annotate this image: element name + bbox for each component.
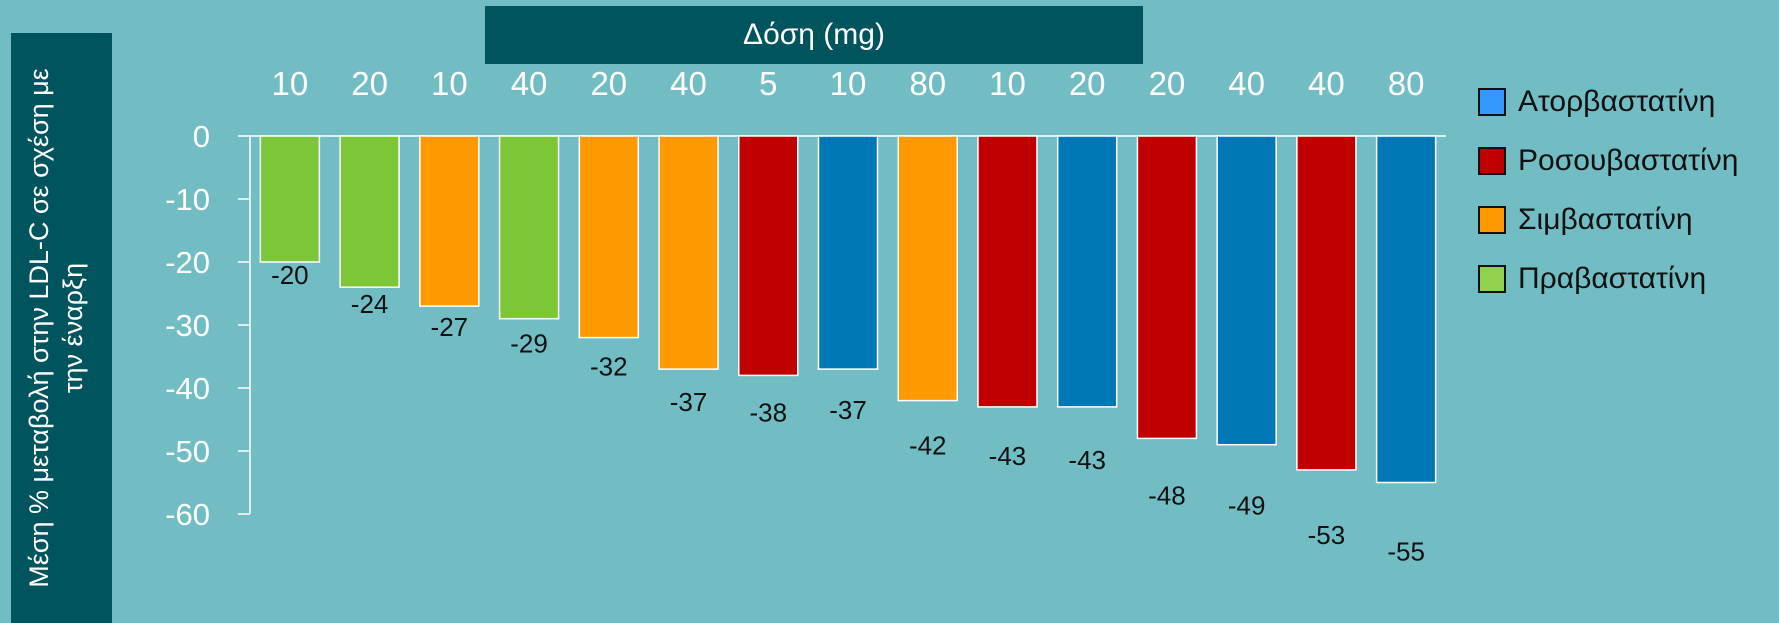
legend-swatch xyxy=(1478,205,1506,234)
bar xyxy=(578,135,640,339)
dose-header: Δόση (mg) xyxy=(485,6,1143,64)
bar xyxy=(1296,135,1357,471)
y-tick-label: -20 xyxy=(165,245,210,280)
data-label: -43 xyxy=(989,441,1027,471)
y-tick-label: -40 xyxy=(165,371,210,406)
legend-swatch xyxy=(1478,146,1506,175)
legend-label: Ατορβαστατίνη xyxy=(1518,84,1716,118)
data-label: -32 xyxy=(590,352,628,382)
x-tick-label: 40 xyxy=(511,65,548,102)
data-label: -49 xyxy=(1228,491,1266,521)
x-tick-label: 10 xyxy=(830,65,867,102)
x-tick-label: 5 xyxy=(759,65,777,102)
data-label: -27 xyxy=(431,312,469,342)
bar xyxy=(658,135,719,370)
y-tick-label: 0 xyxy=(193,119,210,154)
legend: Ατορβαστατίνη Ροσουβαστατίνη Σιμβαστατίνη Π… xyxy=(1478,72,1738,308)
bar xyxy=(339,135,400,288)
x-tick-label: 10 xyxy=(431,65,468,102)
bar xyxy=(1136,135,1198,440)
x-tick-label: 80 xyxy=(1388,65,1425,102)
y-tick-label: -60 xyxy=(165,497,210,532)
bar xyxy=(1216,135,1277,446)
data-label: -43 xyxy=(1068,445,1106,475)
data-label: -38 xyxy=(749,397,787,427)
data-label: -53 xyxy=(1308,520,1346,550)
bar xyxy=(1056,135,1118,408)
x-tick-label: 10 xyxy=(989,65,1026,102)
data-label: -37 xyxy=(670,387,708,417)
x-tick-label: 20 xyxy=(1069,65,1106,102)
legend-label: Σιμβαστατίνη xyxy=(1518,202,1693,236)
data-label: -55 xyxy=(1387,537,1425,567)
y-tick-label: -50 xyxy=(165,434,210,469)
y-axis-label-box xyxy=(11,33,112,623)
bar xyxy=(419,135,480,307)
data-label: -48 xyxy=(1148,480,1186,510)
legend-item: Ατορβαστατίνη xyxy=(1478,72,1738,131)
bar xyxy=(738,135,799,377)
x-tick-label: 20 xyxy=(590,65,627,102)
data-label: -42 xyxy=(909,431,947,461)
data-label: -29 xyxy=(510,329,548,359)
bar xyxy=(897,135,958,402)
legend-label: Πραβαστατίνη xyxy=(1518,261,1707,295)
x-tick-label: 20 xyxy=(1149,65,1186,102)
legend-swatch xyxy=(1478,87,1506,116)
legend-item: Ροσουβαστατίνη xyxy=(1478,131,1738,190)
bar xyxy=(977,135,1038,408)
y-tick-label: -10 xyxy=(165,182,210,217)
x-tick-label: 40 xyxy=(670,65,707,102)
legend-swatch xyxy=(1478,264,1506,293)
bar xyxy=(498,135,560,320)
x-tick-label: 20 xyxy=(351,65,388,102)
data-label: -20 xyxy=(271,260,309,290)
legend-item: Σιμβαστατίνη xyxy=(1478,190,1738,249)
y-tick-label: -30 xyxy=(165,308,210,343)
x-tick-label: 40 xyxy=(1308,65,1345,102)
x-tick-label: 40 xyxy=(1228,65,1265,102)
bar xyxy=(259,135,321,263)
x-tick-label: 10 xyxy=(272,65,309,102)
bar xyxy=(1375,135,1437,484)
legend-item: Πραβαστατίνη xyxy=(1478,249,1738,308)
x-tick-label: 80 xyxy=(909,65,946,102)
data-label: -37 xyxy=(829,395,867,425)
legend-label: Ροσουβαστατίνη xyxy=(1518,143,1739,177)
bar xyxy=(817,135,879,370)
data-label: -24 xyxy=(351,289,389,319)
